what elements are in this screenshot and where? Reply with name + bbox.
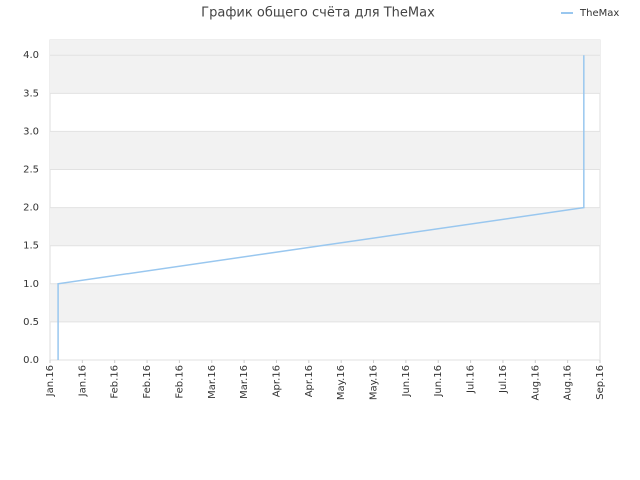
chart-title: График общего счёта для TheMax (201, 6, 435, 21)
x-tick-label: May.16 (369, 365, 380, 400)
x-tick-label: Jul.16 (466, 365, 477, 394)
grid-band (50, 131, 600, 170)
y-tick-label: 4.0 (23, 50, 39, 61)
y-tick-label: 0.5 (23, 317, 39, 328)
x-tick-label: Jun.16 (401, 365, 412, 398)
grid-band (50, 207, 600, 246)
x-tick-label: Jun.16 (433, 365, 444, 398)
x-tick-label: Jan.16 (77, 365, 88, 397)
x-tick-label: Feb.16 (110, 365, 121, 399)
grid-band (50, 283, 600, 322)
y-tick-label: 3.0 (23, 126, 39, 137)
x-tick-label: Mar.16 (239, 365, 250, 399)
x-tick-label: May.16 (336, 365, 347, 400)
grid-band (50, 55, 600, 94)
y-tick-label: 1.5 (23, 241, 39, 252)
x-tick-label: Feb.16 (174, 365, 185, 399)
x-tick-label: Jul.16 (498, 365, 509, 394)
x-tick-label: Feb.16 (142, 365, 153, 399)
line (57, 55, 585, 360)
x-tick-label: Jan.16 (45, 365, 56, 397)
y-tick-label: 0.0 (23, 355, 39, 366)
x-tick-label: Sep.16 (595, 365, 606, 400)
y-tick-label: 3.5 (23, 88, 39, 99)
x-tick-label: Mar.16 (207, 365, 218, 399)
x-tick-label: Aug.16 (563, 365, 574, 400)
grid-band (50, 40, 600, 56)
x-tick-label: Apr.16 (304, 365, 315, 397)
y-tick-label: 2.0 (23, 203, 39, 214)
x-tick-label: Apr.16 (271, 365, 282, 397)
legend-label: TheMax (579, 8, 619, 19)
x-tick-label: Aug.16 (530, 365, 541, 400)
y-tick-label: 2.5 (23, 165, 39, 176)
y-tick-label: 1.0 (23, 279, 39, 290)
